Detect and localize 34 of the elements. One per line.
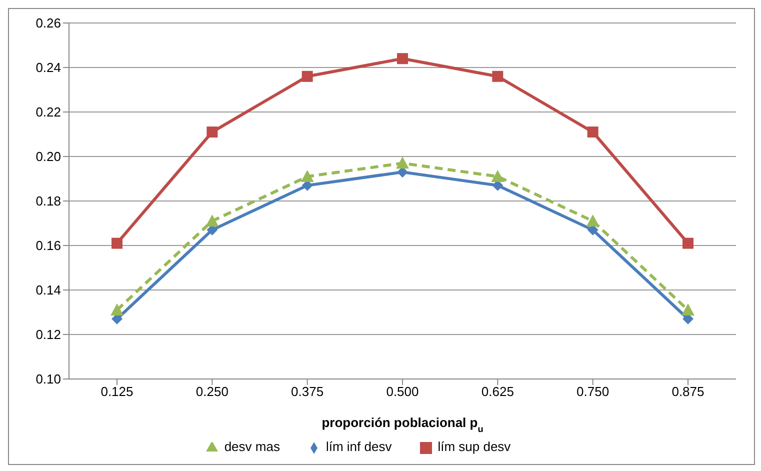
point bbox=[300, 170, 314, 182]
point bbox=[682, 304, 694, 316]
point bbox=[586, 214, 600, 227]
y-tick-label: 0.20 bbox=[36, 149, 61, 164]
y-tick-label: 0.16 bbox=[36, 238, 61, 254]
y-tick-label: 0.26 bbox=[36, 16, 61, 31]
point bbox=[491, 170, 504, 182]
x-tick-label: 0.625 bbox=[481, 384, 514, 400]
x-axis-title: proporción poblacional p$_{u}$ bbox=[322, 415, 484, 434]
y-tick-label: 0.24 bbox=[36, 60, 61, 76]
x-tick-label: 0.875 bbox=[672, 384, 704, 400]
point bbox=[206, 126, 218, 138]
point bbox=[682, 238, 694, 249]
x-tick-label: 0.125 bbox=[100, 384, 134, 400]
legend-label: lím sup desv bbox=[438, 439, 511, 454]
point bbox=[112, 238, 122, 249]
legend-label: desv mas bbox=[224, 439, 280, 454]
x-tick-label: 0.250 bbox=[196, 384, 228, 400]
point bbox=[397, 53, 408, 64]
point bbox=[587, 126, 598, 138]
point bbox=[492, 70, 504, 82]
point bbox=[396, 156, 409, 169]
legend-label: lím inf desv bbox=[326, 439, 392, 454]
y-tick-label: 0.18 bbox=[36, 194, 61, 209]
point bbox=[110, 304, 124, 316]
y-tick-label: 0.12 bbox=[36, 327, 61, 342]
point bbox=[302, 70, 313, 82]
y-tick-label: 0.14 bbox=[36, 282, 61, 298]
x-tick-label: 0.750 bbox=[576, 384, 610, 400]
point bbox=[206, 214, 219, 227]
y-tick-label: 0.22 bbox=[36, 104, 61, 120]
y-tick-label: 0.10 bbox=[36, 372, 61, 387]
x-tick-label: 0.500 bbox=[386, 384, 419, 400]
x-tick-label: 0.375 bbox=[291, 384, 324, 400]
